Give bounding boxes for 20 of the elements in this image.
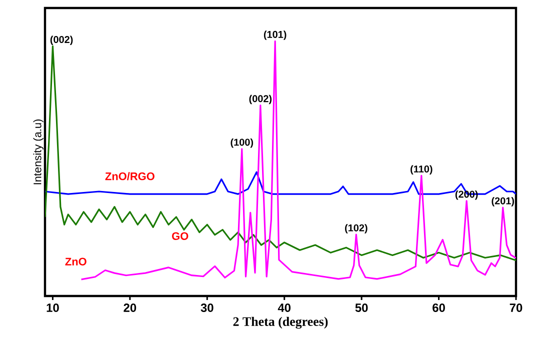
series-label: ZnO: [65, 258, 86, 266]
series-label: GO: [172, 232, 188, 240]
x-tick-label: 60: [432, 304, 445, 312]
annotation: (102): [345, 224, 368, 234]
annotation: (002): [50, 36, 73, 46]
x-tick-label: 70: [510, 304, 522, 312]
annotation: (100): [230, 138, 254, 148]
y-axis-title: Intensity (a.u): [33, 119, 44, 184]
x-tick-label: 10: [46, 304, 59, 312]
x-tick-label: 50: [355, 304, 368, 312]
annotation: (200): [455, 190, 478, 200]
annotation: (002): [249, 94, 272, 104]
series-label: ZnO/RGO: [105, 172, 154, 180]
x-tick-label: 20: [124, 304, 136, 312]
x-tick-label: 40: [278, 304, 291, 312]
x-tick-label: 30: [200, 304, 214, 312]
x-axis-title: 2 Theta (degrees): [233, 316, 328, 329]
annotation: (201): [492, 197, 514, 206]
annotation: (101): [264, 30, 286, 40]
annotation: (110): [410, 165, 432, 174]
